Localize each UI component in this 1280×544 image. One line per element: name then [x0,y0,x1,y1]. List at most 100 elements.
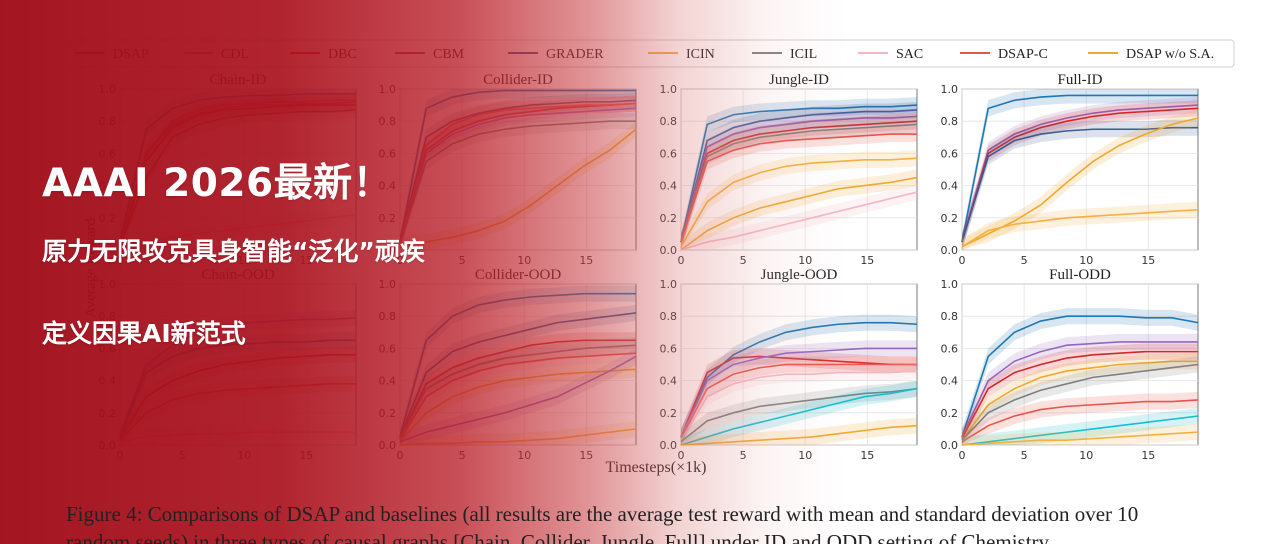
y-tick-label: 0.4 [99,375,117,388]
legend-label: SAC [896,47,923,62]
y-tick-label: 0.4 [941,180,959,193]
x-tick-label: 0 [959,449,966,462]
legend-label: DSAP-C [998,47,1048,62]
panel-title: Full-ID [1058,72,1103,88]
headline-title: AAAI 2026最新！ [42,161,393,206]
y-tick-label: 0.2 [660,407,678,420]
panel-title: Chain-ID [210,72,267,88]
x-tick-label: 0 [959,254,966,267]
y-tick-label: 1.0 [379,83,397,96]
y-tick-label: 0.2 [379,212,397,225]
legend-label: CDL [221,47,249,62]
legend-label: ICIN [686,47,715,62]
y-tick-label: 0.8 [379,310,397,323]
y-tick-label: 1.0 [660,83,678,96]
legend-label: DSAP [113,47,149,62]
legend-label: CBM [433,47,465,62]
y-tick-label: 0.8 [379,115,397,128]
x-tick-label: 5 [459,449,466,462]
y-tick-label: 0.2 [941,407,959,420]
y-tick-label: 0.6 [660,342,678,355]
x-tick-label: 15 [860,254,874,267]
headline-tagline: 定义因果AI新范式 [42,319,246,348]
y-tick-label: 0.8 [99,115,117,128]
y-tick-label: 0.8 [941,310,959,323]
x-tick-label: 10 [798,449,812,462]
y-tick-label: 1.0 [379,278,397,291]
y-tick-label: 0.8 [660,310,678,323]
panel: Full-ODD 0.0 0.2 0.4 0.6 0.8 1.0 0 5 10 15 [941,267,1199,462]
x-tick-label: 10 [798,254,812,267]
panel-title: Chain-OOD [201,267,274,283]
legend-label: DSAP w/o S.A. [1126,47,1214,62]
y-tick-label: 0.6 [941,147,959,160]
panel: Collider-OOD 0.0 0.2 0.4 0.6 0.8 1.0 0 5 10 15 [379,267,637,462]
y-tick-label: 0.0 [941,439,959,452]
legend: DSAP CDL DBC CBM GRADER ICIN ICIL SAC DSAP-C DSAP… [67,39,1235,68]
y-tick-label: 0.0 [660,244,678,257]
x-tick-label: 15 [299,449,313,462]
y-tick-label: 0.8 [941,115,959,128]
x-tick-label: 0 [117,449,124,462]
y-tick-label: 1.0 [99,83,117,96]
x-tick-label: 5 [179,449,186,462]
panel: Full-ID 0.0 0.2 0.4 0.6 0.8 1.0 0 5 10 15 [941,72,1199,267]
legend-label: GRADER [546,47,604,62]
y-tick-label: 0.6 [660,147,678,160]
x-tick-label: 5 [1021,254,1028,267]
headline-subtitle: 原力无限攻克具身智能“泛化”顽疾 [42,237,425,266]
y-tick-label: 0.4 [660,375,678,388]
panel-title: Collider-OOD [475,267,562,283]
caption-line-1: Figure 4: Comparisons of DSAP and baseli… [66,502,1139,526]
y-tick-label: 0.8 [660,115,678,128]
y-tick-label: 0.2 [941,212,959,225]
x-tick-label: 15 [579,449,593,462]
x-tick-label: 0 [678,254,685,267]
y-tick-label: 1.0 [99,278,117,291]
x-tick-label: 10 [517,449,531,462]
y-tick-label: 0.6 [379,342,397,355]
x-tick-label: 5 [459,254,466,267]
y-tick-label: 0.0 [941,244,959,257]
y-tick-label: 0.2 [379,407,397,420]
panel: Jungle-ID 0.0 0.2 0.4 0.6 0.8 1.0 0 5 10 15 [660,72,918,267]
x-axis-label: Timesteps(×1k) [606,459,707,476]
x-tick-label: 15 [1141,449,1155,462]
x-tick-label: 10 [237,449,251,462]
x-tick-label: 5 [740,449,747,462]
y-tick-label: 0.0 [99,439,117,452]
x-tick-label: 15 [579,254,593,267]
y-tick-label: 0.2 [660,212,678,225]
legend-label: ICIL [790,47,817,62]
x-tick-label: 15 [1141,254,1155,267]
y-tick-label: 0.6 [941,342,959,355]
y-tick-label: 0.0 [660,439,678,452]
y-tick-label: 1.0 [941,278,959,291]
panel-title: Jungle-OOD [761,267,838,283]
legend-label: DBC [328,47,357,62]
y-tick-label: 1.0 [660,278,678,291]
caption-line-2: random seeds) in three types of causal g… [66,530,1050,544]
x-tick-label: 10 [1079,449,1093,462]
y-tick-label: 1.0 [941,83,959,96]
y-tick-label: 0.4 [941,375,959,388]
y-tick-label: 0.2 [99,212,117,225]
panel-title: Full-ODD [1049,267,1111,283]
panel-title: Jungle-ID [769,72,829,88]
x-tick-label: 15 [860,449,874,462]
panel-title: Collider-ID [483,72,553,88]
x-tick-label: 0 [397,449,404,462]
x-tick-label: 5 [740,254,747,267]
y-tick-label: 0.4 [379,375,397,388]
x-tick-label: 5 [1021,449,1028,462]
x-tick-label: 10 [517,254,531,267]
y-tick-label: 0.0 [379,439,397,452]
figure-caption: Figure 4: Comparisons of DSAP and baseli… [66,500,1266,544]
y-tick-label: 0.4 [660,180,678,193]
x-tick-label: 10 [1079,254,1093,267]
y-tick-label: 0.2 [99,407,117,420]
